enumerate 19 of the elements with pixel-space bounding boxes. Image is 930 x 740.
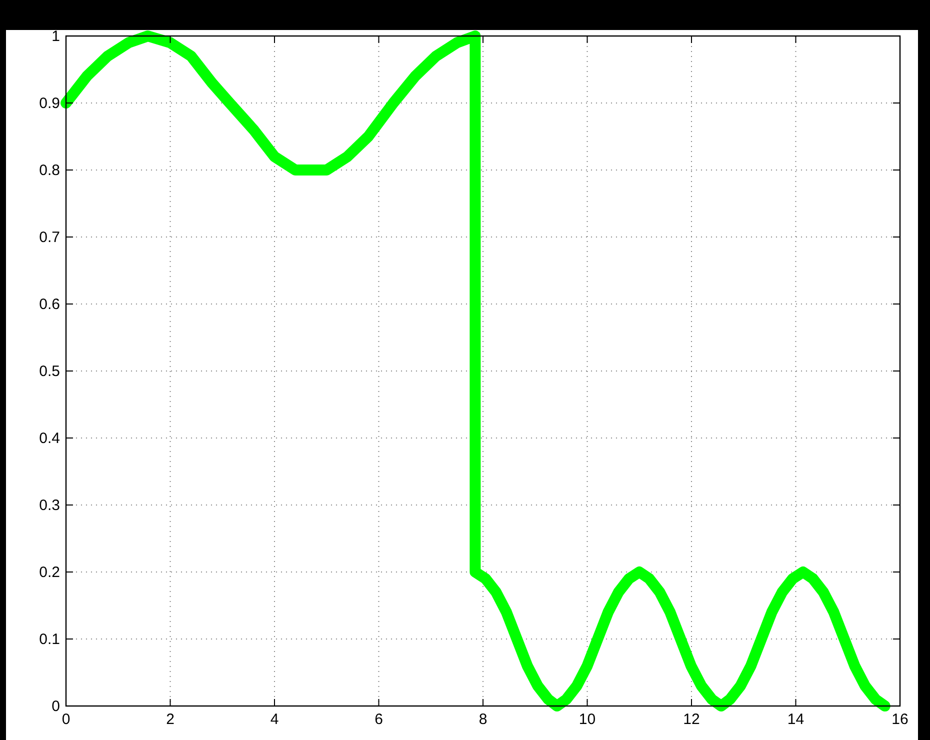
x-tick-label: 10 [578, 711, 596, 728]
y-tick-label: 0.6 [39, 296, 60, 313]
x-tick-label: 4 [270, 711, 279, 728]
y-tick-label: 0.5 [39, 363, 60, 380]
y-tick-label: 0.8 [39, 162, 60, 179]
y-tick-label: 0.4 [39, 430, 60, 447]
x-tick-label: 6 [374, 711, 383, 728]
x-tick-label: 2 [166, 711, 174, 728]
x-tick-label: 12 [683, 711, 700, 728]
x-tick-label: 8 [478, 711, 488, 728]
x-tick-label: 16 [892, 711, 908, 728]
y-tick-label: 0 [52, 698, 60, 715]
y-tick-label: 0.2 [39, 564, 60, 581]
y-tick-label: 1 [52, 28, 60, 45]
y-tick-label: 0.9 [39, 95, 60, 112]
y-tick-label: 0.1 [39, 631, 60, 648]
x-tick-label: 14 [787, 711, 804, 728]
y-tick-label: 0.7 [39, 229, 60, 246]
y-tick-label: 0.3 [39, 497, 60, 514]
